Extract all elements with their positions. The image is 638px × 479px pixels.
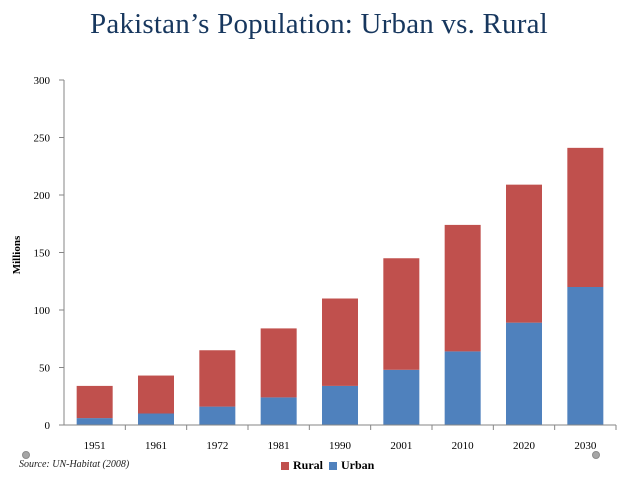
x-tick-label: 2001: [390, 440, 412, 452]
bar-urban: [322, 385, 358, 425]
legend-swatch-urban: [329, 461, 337, 470]
x-tick-label: 1961: [145, 440, 167, 452]
source-note: Source: UN-Habitat (2008): [19, 459, 130, 470]
bar-urban: [76, 418, 113, 425]
bar-urban: [444, 351, 481, 425]
decorative-dot-icon: [592, 451, 600, 459]
legend-item-rural: Rural: [281, 458, 323, 473]
bar-rural: [138, 375, 174, 414]
x-tick-label: 1981: [268, 440, 290, 452]
bar-urban: [260, 397, 297, 425]
bar-rural: [76, 385, 113, 419]
bar-rural: [444, 224, 481, 352]
x-tick-label: 1972: [206, 440, 228, 452]
legend-label-rural: Rural: [293, 458, 323, 472]
y-tick-label: 150: [34, 248, 51, 260]
bar-rural: [322, 298, 358, 386]
bar-urban: [567, 287, 604, 425]
x-tick-label: 1990: [329, 440, 352, 452]
bar-rural: [383, 258, 420, 370]
x-tick-label: 2020: [513, 440, 536, 452]
y-tick-label: 250: [34, 133, 51, 145]
y-tick-label: 300: [34, 75, 51, 87]
bar-rural: [199, 350, 236, 407]
y-tick-label: 100: [34, 305, 51, 317]
y-tick-label: 50: [39, 363, 51, 375]
chart-title: Pakistan’s Population: Urban vs. Rural: [90, 8, 548, 40]
bar-urban: [506, 322, 542, 425]
y-tick-label: 0: [45, 420, 51, 432]
legend: Rural Urban: [281, 458, 380, 473]
legend-item-urban: Urban: [329, 458, 374, 473]
legend-swatch-rural: [281, 461, 289, 470]
bar-rural: [567, 147, 604, 287]
x-tick-label: 1951: [84, 440, 106, 452]
decorative-dot-icon: [22, 451, 30, 459]
x-tick-label: 2010: [452, 440, 475, 452]
x-tick-label: 2030: [574, 440, 597, 452]
bar-rural: [260, 328, 297, 398]
bar-rural: [506, 184, 542, 323]
bar-urban: [199, 406, 236, 425]
bar-urban: [383, 369, 420, 425]
bar-urban: [138, 413, 174, 425]
y-tick-label: 200: [34, 190, 51, 202]
legend-label-urban: Urban: [341, 458, 375, 472]
